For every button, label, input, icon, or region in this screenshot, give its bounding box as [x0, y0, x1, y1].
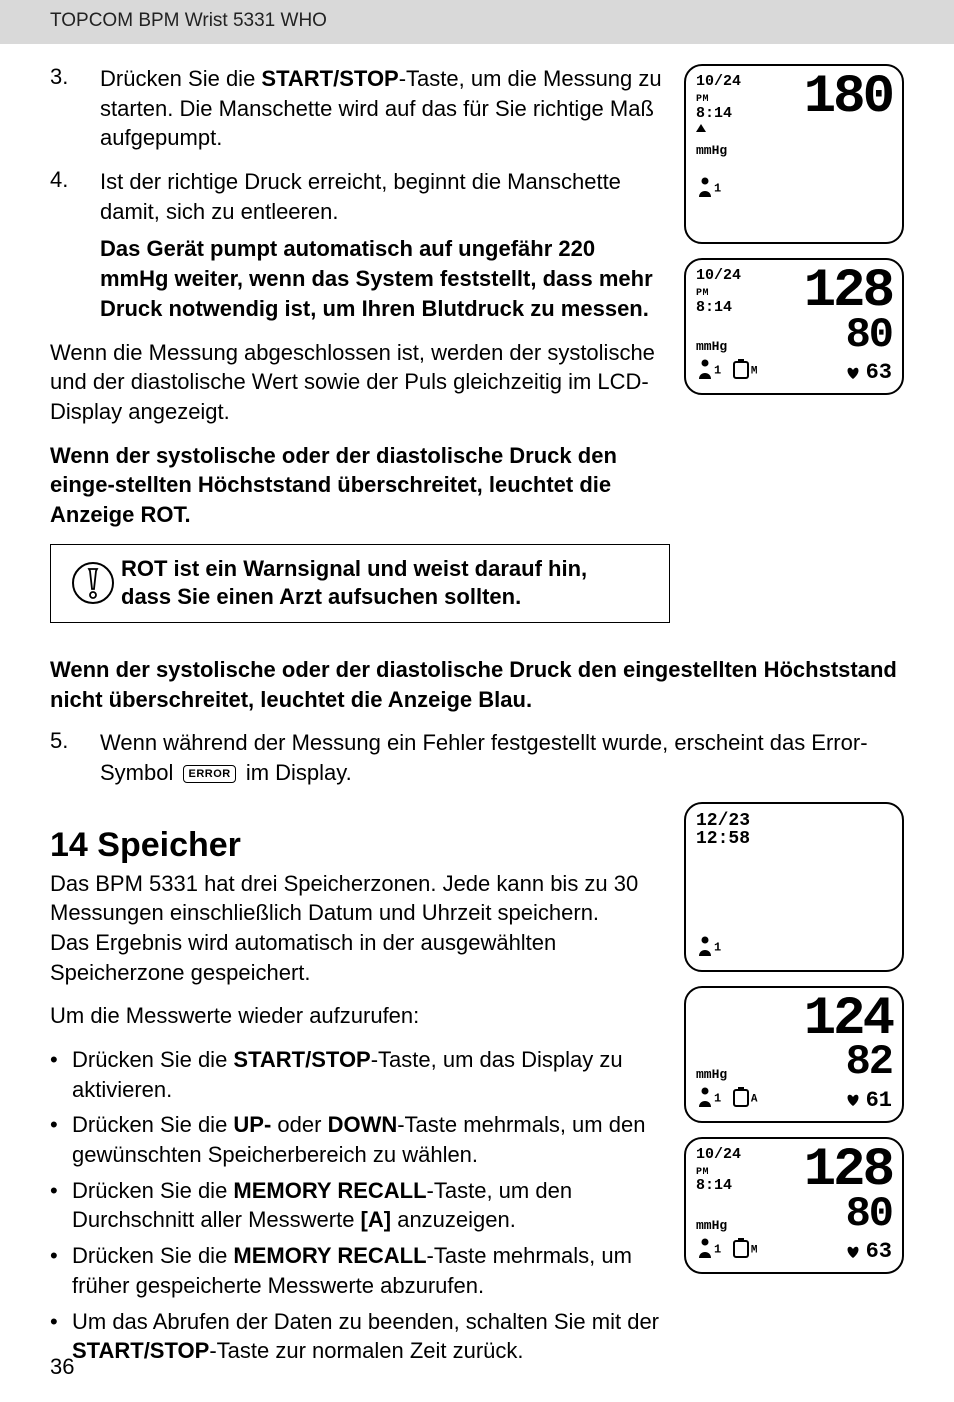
- memory-p1: Das BPM 5331 hat drei Speicherzonen. Jed…: [50, 869, 662, 928]
- heart-icon: [846, 1245, 860, 1259]
- heart-icon: [846, 1093, 860, 1107]
- zone-icon: 1: [696, 176, 721, 203]
- zone-icon: 1: [696, 944, 721, 962]
- lcd-display-1: 10/24 PM 8:14 180 mmHg 1: [684, 64, 904, 244]
- warning-text: ROT ist ein Warnsignal und weist darauf …: [121, 555, 587, 612]
- memory-icon: [731, 358, 751, 380]
- list-item: • Drücken Sie die MEMORY RECALL-Taste me…: [50, 1241, 662, 1300]
- lcd-display-5: 10/24 PM 8:14 128 mmHg 80 1 M: [684, 1137, 904, 1274]
- step-number: 5.: [50, 728, 100, 787]
- zone-icon: 1 M: [696, 358, 757, 385]
- step-3: 3. Drücken Sie die START/STOP-Taste, um …: [50, 64, 662, 153]
- systolic-value: 180: [804, 74, 892, 123]
- pulse-value: 63: [846, 360, 892, 385]
- step-number: 4.: [50, 167, 100, 323]
- memory-p2: Das Ergebnis wird automatisch in der aus…: [50, 928, 662, 987]
- zone-icon: 1 M: [696, 1237, 757, 1264]
- unit-label: mmHg: [696, 143, 892, 158]
- list-item: • Drücken Sie die MEMORY RECALL-Taste, u…: [50, 1176, 662, 1235]
- step-text: Ist der richtige Druck erreicht, beginnt…: [100, 167, 662, 323]
- header-title: TOPCOM BPM Wrist 5331 WHO: [50, 10, 327, 31]
- bullet-list: • Drücken Sie die START/STOP-Taste, um d…: [50, 1045, 662, 1366]
- zone-icon: 1 A: [696, 1086, 757, 1113]
- step-4: 4. Ist der richtige Druck erreicht, begi…: [50, 167, 662, 323]
- error-badge: ERROR: [183, 765, 235, 784]
- list-item: • Drücken Sie die UP- oder DOWN-Taste me…: [50, 1110, 662, 1169]
- memory-icon: [731, 1237, 751, 1259]
- section-heading: 14 Speicher: [50, 826, 662, 865]
- pulse-value: 63: [846, 1239, 892, 1264]
- lcd-display-2: 10/24 PM 8:14 128 mmHg 80 1 M: [684, 258, 904, 395]
- step-5: 5. Wenn während der Messung ein Fehler f…: [50, 728, 904, 787]
- list-item: • Um das Abrufen der Daten zu beenden, s…: [50, 1307, 662, 1366]
- lcd-display-4: 124 mmHg 82 1 A 61: [684, 986, 904, 1123]
- diastolic-value: 80: [846, 317, 892, 355]
- red-warning-para: Wenn der systolische oder der diastolisc…: [50, 441, 662, 530]
- step-text: Drücken Sie die START/STOP-Taste, um die…: [100, 64, 662, 153]
- warning-box: ROT ist ein Warnsignal und weist darauf …: [50, 544, 670, 623]
- memory-p3: Um die Messwerte wieder aufzurufen:: [50, 1001, 662, 1031]
- up-arrow-icon: [696, 124, 706, 132]
- page-header: TOPCOM BPM Wrist 5331 WHO: [0, 0, 954, 44]
- diastolic-value: 82: [846, 1044, 892, 1082]
- step-number: 3.: [50, 64, 100, 153]
- diastolic-value: 80: [846, 1196, 892, 1234]
- heart-icon: [846, 366, 860, 380]
- systolic-value: 128: [804, 268, 892, 317]
- systolic-value: 128: [804, 1147, 892, 1196]
- systolic-value: 124: [696, 996, 892, 1045]
- alert-icon: [71, 561, 115, 605]
- pulse-value: 61: [846, 1088, 892, 1113]
- blue-para: Wenn der systolische oder der diastolisc…: [50, 655, 904, 714]
- lcd-display-3: 12/23 12:58 1: [684, 802, 904, 972]
- step-text: Wenn während der Messung ein Fehler fest…: [100, 728, 904, 787]
- memory-icon: [731, 1086, 751, 1108]
- result-para: Wenn die Messung abgeschlossen ist, werd…: [50, 338, 662, 427]
- list-item: • Drücken Sie die START/STOP-Taste, um d…: [50, 1045, 662, 1104]
- page-number: 36: [50, 1354, 74, 1380]
